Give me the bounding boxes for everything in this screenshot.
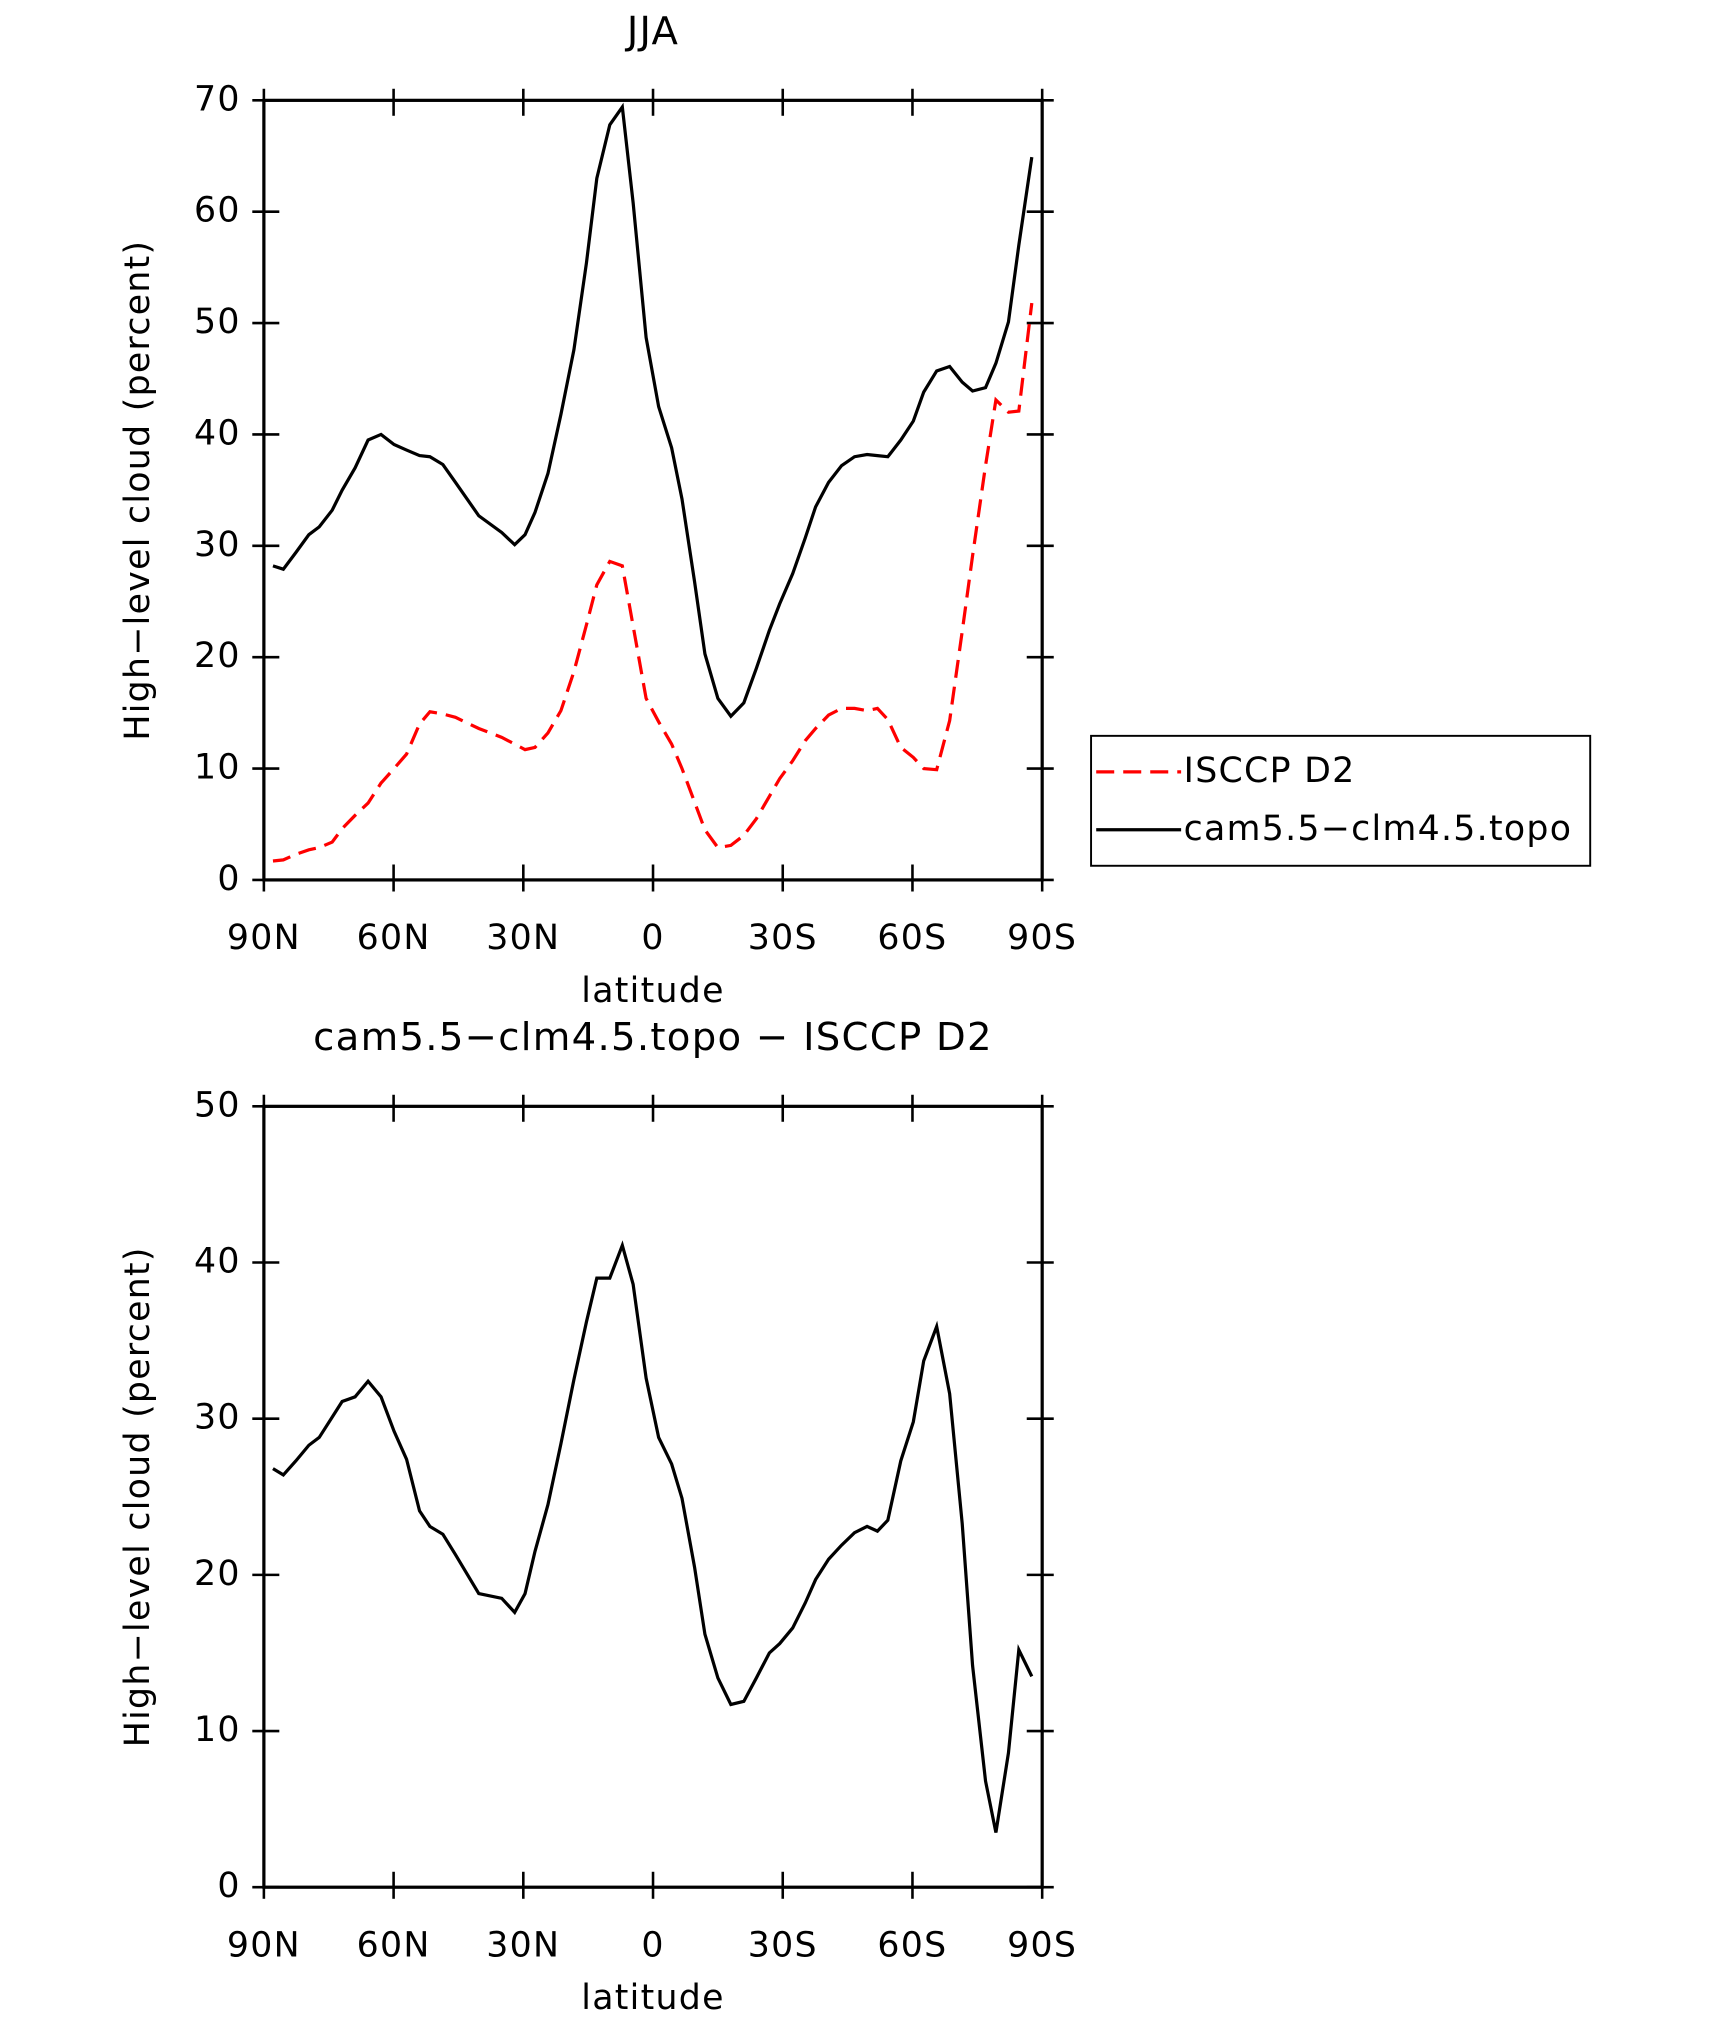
y-axis-label: High−level cloud (percent) xyxy=(118,240,158,741)
y-tick-label: 50 xyxy=(194,1085,241,1125)
legend-label: cam5.5−clm4.5.topo xyxy=(1184,809,1573,849)
y-tick-label: 40 xyxy=(194,413,241,453)
y-axis-label: High−level cloud (percent) xyxy=(118,1246,158,1747)
data-line xyxy=(272,1240,1034,1833)
y-tick-label: 30 xyxy=(194,525,241,565)
x-tick-label: 60N xyxy=(357,918,431,958)
y-tick-label: 60 xyxy=(194,191,241,231)
chart-title: JJA xyxy=(625,9,679,54)
y-tick-label: 10 xyxy=(194,1710,241,1750)
y-tick-label: 40 xyxy=(194,1242,241,1282)
y-tick-label: 50 xyxy=(194,302,241,342)
x-tick-label: 30S xyxy=(748,918,818,958)
x-tick-label: 30N xyxy=(486,918,560,958)
x-tick-label: 90N xyxy=(227,1925,301,1965)
data-line xyxy=(272,102,1034,719)
y-tick-label: 10 xyxy=(194,748,241,788)
y-tick-label: 20 xyxy=(194,1554,241,1594)
x-tick-label: 90N xyxy=(227,918,301,958)
plot-frame xyxy=(262,98,1044,882)
y-tick-label: 0 xyxy=(217,1866,240,1906)
x-tick-label: 30N xyxy=(486,1925,560,1965)
x-axis-label: latitude xyxy=(581,1978,725,2018)
x-tick-label: 30S xyxy=(748,1925,818,1965)
x-tick-label: 60S xyxy=(877,918,947,958)
x-tick-label: 90S xyxy=(1007,918,1077,958)
chart-title: cam5.5−clm4.5.topo − ISCCP D2 xyxy=(313,1015,993,1060)
x-tick-label: 0 xyxy=(641,918,664,958)
x-tick-label: 60S xyxy=(877,1925,947,1965)
x-tick-label: 0 xyxy=(641,1925,664,1965)
plot-frame xyxy=(262,1104,1044,1889)
y-tick-label: 20 xyxy=(194,636,241,676)
x-tick-label: 60N xyxy=(357,1925,431,1965)
x-axis-label: latitude xyxy=(581,971,725,1011)
y-tick-label: 70 xyxy=(194,79,241,119)
y-tick-label: 0 xyxy=(217,859,240,899)
y-tick-label: 30 xyxy=(194,1398,241,1438)
x-tick-label: 90S xyxy=(1007,1925,1077,1965)
legend-label: ISCCP D2 xyxy=(1184,751,1356,791)
data-line xyxy=(272,302,1034,863)
legend-box xyxy=(1090,734,1592,867)
